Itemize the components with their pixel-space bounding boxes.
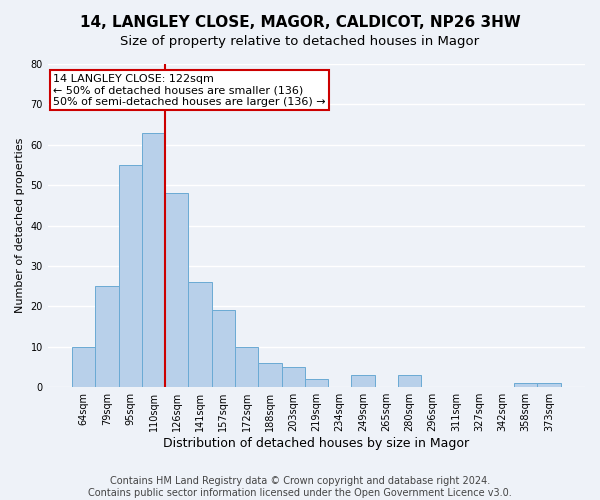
Text: 14, LANGLEY CLOSE, MAGOR, CALDICOT, NP26 3HW: 14, LANGLEY CLOSE, MAGOR, CALDICOT, NP26… xyxy=(80,15,520,30)
Bar xyxy=(235,347,258,387)
Bar xyxy=(212,310,235,387)
Text: Size of property relative to detached houses in Magor: Size of property relative to detached ho… xyxy=(121,35,479,48)
Y-axis label: Number of detached properties: Number of detached properties xyxy=(15,138,25,314)
Text: Contains HM Land Registry data © Crown copyright and database right 2024.
Contai: Contains HM Land Registry data © Crown c… xyxy=(88,476,512,498)
Bar xyxy=(305,379,328,387)
Bar xyxy=(142,132,165,387)
Bar xyxy=(188,282,212,387)
Bar xyxy=(165,194,188,387)
Bar xyxy=(95,286,119,387)
Bar xyxy=(72,347,95,387)
Bar xyxy=(398,375,421,387)
Bar xyxy=(258,363,281,387)
X-axis label: Distribution of detached houses by size in Magor: Distribution of detached houses by size … xyxy=(163,437,469,450)
Bar xyxy=(351,375,374,387)
Bar xyxy=(514,383,538,387)
Bar xyxy=(281,367,305,387)
Bar xyxy=(119,165,142,387)
Bar xyxy=(538,383,560,387)
Text: 14 LANGLEY CLOSE: 122sqm
← 50% of detached houses are smaller (136)
50% of semi-: 14 LANGLEY CLOSE: 122sqm ← 50% of detach… xyxy=(53,74,326,107)
